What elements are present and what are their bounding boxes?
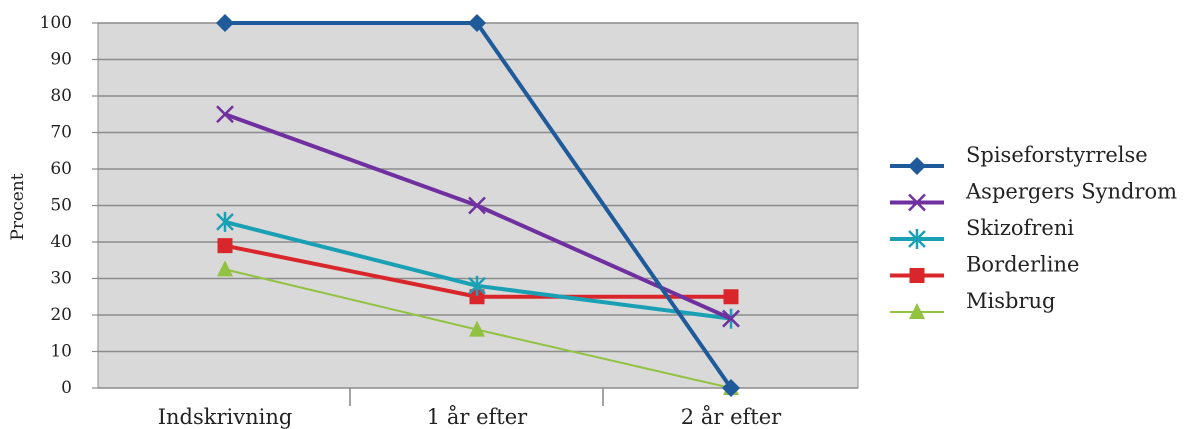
legend-item-spiseforstyrrelse: Spiseforstyrrelse — [890, 143, 1148, 175]
legend-label: Spiseforstyrrelse — [966, 143, 1148, 167]
legend-label: Borderline — [966, 253, 1079, 277]
data-point-borderline — [723, 289, 739, 305]
legend-marker — [909, 268, 925, 283]
legend-marker-shape — [909, 303, 925, 319]
data-point-aspergers-syndrom — [722, 309, 740, 328]
legend-label: Misbrug — [966, 289, 1055, 313]
data-point-borderline — [469, 289, 485, 305]
legend-marker-stroke — [908, 193, 926, 212]
legend-item-aspergers-syndrom: Aspergers Syndrom — [890, 180, 1177, 212]
data-point-aspergers-syndrom — [468, 196, 486, 215]
legend-label: Aspergers Syndrom — [965, 180, 1177, 204]
data-point-misbrug-shape — [469, 320, 485, 337]
y-tick-label: 0 — [61, 378, 72, 398]
data-point-skizofreni — [216, 211, 234, 232]
y-tick-label: 40 — [50, 232, 72, 252]
data-point-skizofreni — [468, 275, 486, 296]
data-point-spiseforstyrrelse — [216, 14, 234, 32]
legend-label: Skizofreni — [966, 216, 1074, 240]
data-point-misbrug — [217, 260, 233, 277]
data-point-borderline-shape — [723, 289, 739, 305]
data-point-spiseforstyrrelse — [468, 14, 486, 32]
data-point-aspergers-syndrom-stroke — [216, 105, 234, 124]
legend-marker — [909, 303, 925, 319]
y-tick-label: 30 — [50, 269, 72, 289]
data-point-aspergers-syndrom — [216, 105, 234, 124]
legend-item-borderline: Borderline — [890, 253, 1079, 283]
legend-marker-shape — [908, 157, 926, 175]
y-tick-label: 50 — [50, 196, 72, 216]
y-tick-label: 60 — [50, 159, 72, 179]
x-category-label: Indskrivning — [158, 405, 293, 429]
data-point-aspergers-syndrom-stroke — [468, 196, 486, 215]
legend-marker — [908, 193, 926, 212]
data-point-spiseforstyrrelse-shape — [468, 14, 486, 32]
y-tick-label: 20 — [50, 305, 72, 325]
x-category-label: 1 år efter — [427, 405, 528, 429]
y-axis-title: Procent — [8, 173, 28, 240]
data-point-spiseforstyrrelse-shape — [722, 379, 740, 397]
y-tick-label: 90 — [50, 50, 72, 70]
data-point-misbrug — [469, 320, 485, 337]
y-tick-label: 80 — [50, 86, 72, 106]
legend-marker — [908, 229, 926, 249]
legend-item-skizofreni: Skizofreni — [890, 216, 1074, 249]
y-tick-label: 70 — [50, 123, 72, 143]
legend-marker — [908, 157, 926, 175]
legend-item-misbrug: Misbrug — [890, 289, 1055, 319]
data-point-borderline-shape — [469, 289, 485, 305]
data-point-borderline — [217, 238, 233, 254]
data-point-spiseforstyrrelse-shape — [216, 14, 234, 32]
y-tick-label: 100 — [40, 13, 72, 33]
y-tick-label: 10 — [50, 342, 72, 362]
data-point-spiseforstyrrelse — [722, 379, 740, 397]
data-point-borderline-shape — [217, 238, 233, 254]
legend-marker-shape — [909, 268, 925, 283]
data-point-misbrug-shape — [217, 260, 233, 277]
data-point-aspergers-syndrom-stroke — [722, 309, 740, 328]
x-category-label: 2 år efter — [681, 405, 782, 429]
